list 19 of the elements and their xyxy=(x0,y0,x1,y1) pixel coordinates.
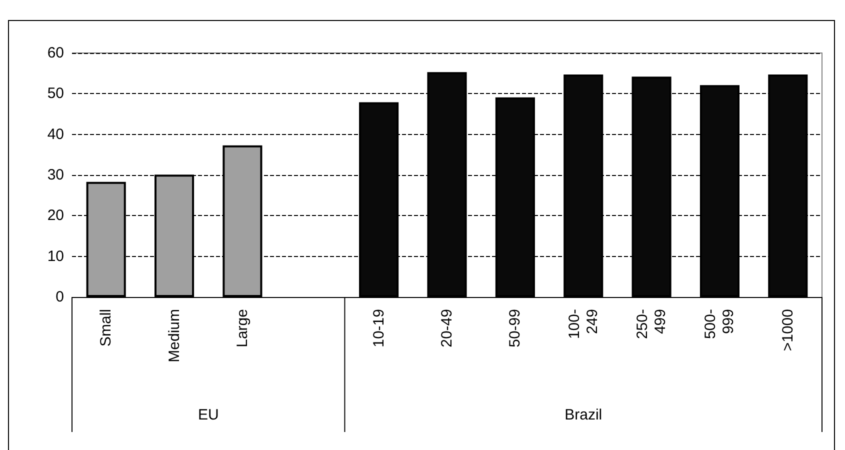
y-tick-label: 40 xyxy=(47,126,64,143)
x-tick-label: 100- 249 xyxy=(566,309,601,340)
x-tick-label: 500- 999 xyxy=(702,309,738,340)
y-tick-label: 0 xyxy=(56,288,64,306)
y-tick-label: 50 xyxy=(47,85,64,102)
x-tick-label: >1000 xyxy=(779,309,796,352)
text: EU xyxy=(198,406,219,424)
y-tick-label: 20 xyxy=(47,207,64,224)
x-tick-label: 10-19 xyxy=(370,309,388,348)
x-tick-label: 20-49 xyxy=(438,309,456,348)
y-tick-label: 60 xyxy=(47,44,64,62)
x-tick-label: Small xyxy=(98,309,115,347)
x-tick-label: Large xyxy=(234,309,251,348)
x-tick-label: 50-99 xyxy=(506,309,524,348)
y-tick-label: 30 xyxy=(47,166,64,184)
y-tick-label: 10 xyxy=(47,248,64,265)
x-tick-label: 250- 499 xyxy=(634,309,670,340)
x-tick-label: Medium xyxy=(166,309,183,362)
text: Brazil xyxy=(564,406,602,424)
